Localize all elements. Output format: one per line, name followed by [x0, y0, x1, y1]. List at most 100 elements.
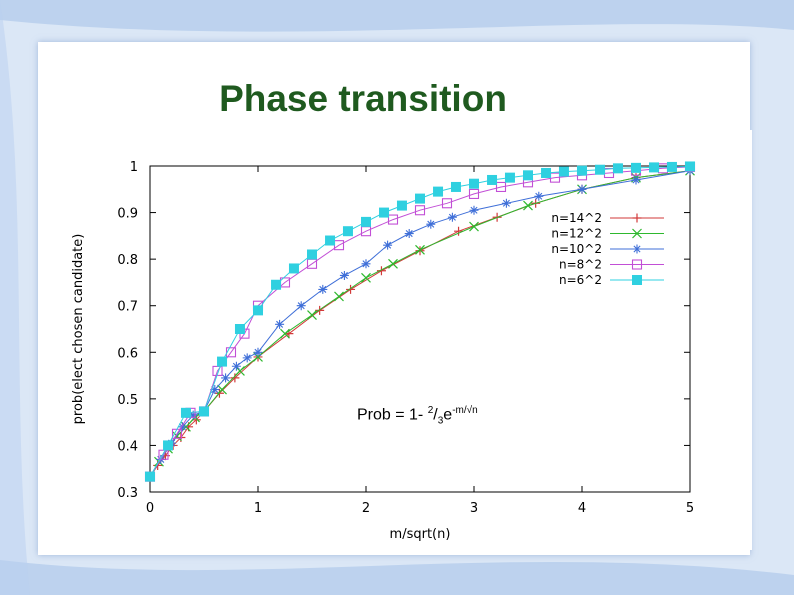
data-point [346, 284, 356, 294]
data-point [577, 184, 587, 194]
legend-label: n=8^2 [559, 258, 602, 272]
data-point [631, 162, 641, 173]
formula-denominator: 3 [437, 415, 444, 427]
data-point [199, 406, 209, 417]
legend-marker [631, 259, 643, 270]
data-point [388, 258, 398, 269]
data-point [469, 178, 479, 189]
data-point [433, 186, 444, 197]
y-tick-label: 0.9 [117, 207, 138, 222]
legend-label: n=10^2 [551, 242, 602, 256]
data-point [230, 373, 240, 383]
data-point [361, 259, 371, 269]
data-point [415, 193, 425, 204]
data-point [339, 270, 349, 280]
data-point [361, 272, 371, 283]
data-point [383, 240, 393, 250]
data-point [541, 167, 552, 178]
background-swirl-top [0, 0, 794, 32]
series-n-6-2 [145, 161, 695, 482]
x-tick-label: 1 [254, 501, 262, 516]
data-point [469, 205, 479, 215]
data-point [334, 291, 344, 302]
x-tick-label: 0 [146, 501, 154, 516]
plot-border [149, 165, 691, 493]
data-point [577, 165, 587, 176]
data-point [253, 347, 263, 357]
plot-frame-background [42, 130, 752, 550]
y-axis-label: prob(elect chosen candidate) [71, 234, 86, 425]
data-point [379, 207, 390, 218]
y-tick-label: 0.5 [117, 393, 138, 408]
formula-slash: / [433, 406, 438, 424]
y-tick-label: 1 [130, 160, 138, 175]
data-point [454, 226, 464, 236]
x-tick-label: 3 [470, 501, 478, 516]
y-tick-label: 0.3 [117, 486, 138, 501]
data-point [163, 440, 174, 451]
data-point [342, 226, 353, 237]
data-point [253, 305, 263, 316]
data-point [307, 310, 317, 320]
data-point [415, 246, 425, 256]
formula-numerator: 2 [427, 405, 434, 416]
data-point [210, 385, 220, 395]
data-point [217, 356, 228, 367]
probability-formula: Prob = 1- 2/3e-m/√n [357, 405, 478, 427]
data-point [666, 161, 677, 172]
formula-exponent: -m/√n [452, 405, 478, 416]
data-point [504, 172, 515, 183]
data-point [404, 229, 414, 239]
legend-marker [632, 228, 642, 239]
y-tick-label: 0.4 [117, 439, 138, 454]
x-axis-label: m/sqrt(n) [390, 527, 451, 542]
data-point [414, 205, 426, 216]
data-point [217, 384, 227, 395]
axes-group: 0 1 2 3 4 50.30.40.50.60.70.80.91 [117, 160, 694, 516]
legend-label: n=12^2 [551, 227, 602, 241]
data-point [441, 198, 453, 209]
legend-marker [632, 275, 642, 285]
legend-marker [632, 244, 642, 254]
data-point [450, 181, 461, 192]
data-point [523, 170, 533, 181]
x-tick-label: 4 [578, 501, 586, 516]
data-point [631, 175, 641, 185]
legend-marker [632, 213, 642, 223]
data-point [534, 191, 544, 201]
x-tick-label: 5 [686, 501, 694, 516]
data-point [426, 219, 436, 229]
data-point [242, 353, 252, 363]
data-point [288, 263, 299, 274]
y-tick-label: 0.8 [117, 253, 138, 268]
data-point [495, 181, 507, 193]
slide-title: Phase transition [219, 78, 507, 119]
data-point [325, 235, 336, 246]
data-point [595, 164, 606, 175]
data-point [280, 328, 290, 339]
data-point [235, 365, 245, 376]
data-point [447, 212, 457, 222]
data-point [649, 162, 660, 173]
x-tick-label: 2 [362, 501, 370, 516]
data-point [415, 244, 425, 255]
background-swirl-left [0, 0, 30, 595]
data-point [487, 174, 498, 185]
data-point [307, 249, 317, 260]
y-tick-label: 0.7 [117, 300, 138, 315]
y-tick-label: 0.6 [117, 346, 138, 361]
data-point [231, 361, 241, 371]
formula-e: e [443, 406, 453, 424]
background-swirl-bottom [0, 560, 794, 595]
data-point [225, 347, 237, 358]
data-point [271, 279, 282, 290]
data-point [612, 163, 623, 174]
data-point [387, 214, 399, 225]
legend: n=14^2 n=12^2n=10^2 n=8^2n=6^2 [551, 211, 664, 287]
data-point [275, 319, 285, 329]
data-point [396, 200, 407, 211]
series-group [144, 161, 696, 482]
data-point [315, 305, 325, 315]
data-point [221, 373, 231, 383]
